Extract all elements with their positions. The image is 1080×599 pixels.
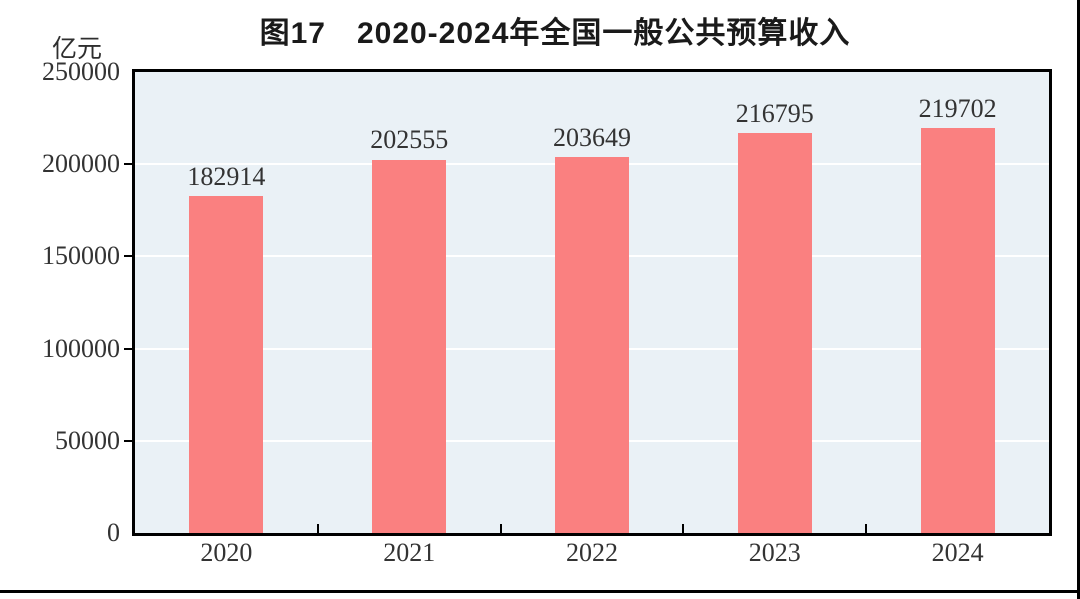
y-axis-tick <box>124 347 135 350</box>
bar-2022 <box>555 157 629 533</box>
bar-value-label: 219702 <box>918 93 997 123</box>
bar-value-label: 203649 <box>553 123 631 153</box>
x-axis-tick-label: 2020 <box>200 538 253 567</box>
bar-value-label: 216795 <box>735 99 814 129</box>
y-axis-tick <box>124 439 135 442</box>
chart-title: 图17 2020-2024年全国一般公共预算收入 <box>259 17 851 50</box>
x-axis-tick <box>316 524 319 533</box>
bar-2023 <box>737 133 812 533</box>
x-axis-tick <box>682 524 685 533</box>
x-axis-tick-label: 2024 <box>931 538 984 567</box>
y-axis-tick-label: 200000 <box>42 149 120 179</box>
bar-value-label: 182914 <box>187 161 266 191</box>
y-axis-tick <box>124 163 135 166</box>
y-axis-tick-label: 0 <box>107 518 120 547</box>
y-axis-tick <box>124 255 135 258</box>
x-axis-tick <box>499 524 502 533</box>
x-axis-tick-label: 2022 <box>566 538 618 567</box>
page-bottom-border <box>0 590 1080 593</box>
plot-area <box>132 69 1052 536</box>
bar-2024 <box>920 127 995 533</box>
bar-2020 <box>189 195 264 533</box>
x-axis-tick <box>865 524 868 533</box>
bar-value-label: 202555 <box>370 125 449 155</box>
bar-2021 <box>372 159 447 533</box>
x-axis-tick-label: 2021 <box>383 538 436 567</box>
y-axis-tick-label: 100000 <box>42 333 120 363</box>
y-axis-tick-label: 250000 <box>42 57 120 86</box>
x-axis-tick-label: 2023 <box>748 538 801 567</box>
y-axis-tick-label: 150000 <box>42 241 120 271</box>
y-axis-tick-label: 50000 <box>55 425 120 455</box>
page-right-border <box>1077 0 1080 599</box>
y-axis-unit-label: 亿元 <box>52 36 103 63</box>
